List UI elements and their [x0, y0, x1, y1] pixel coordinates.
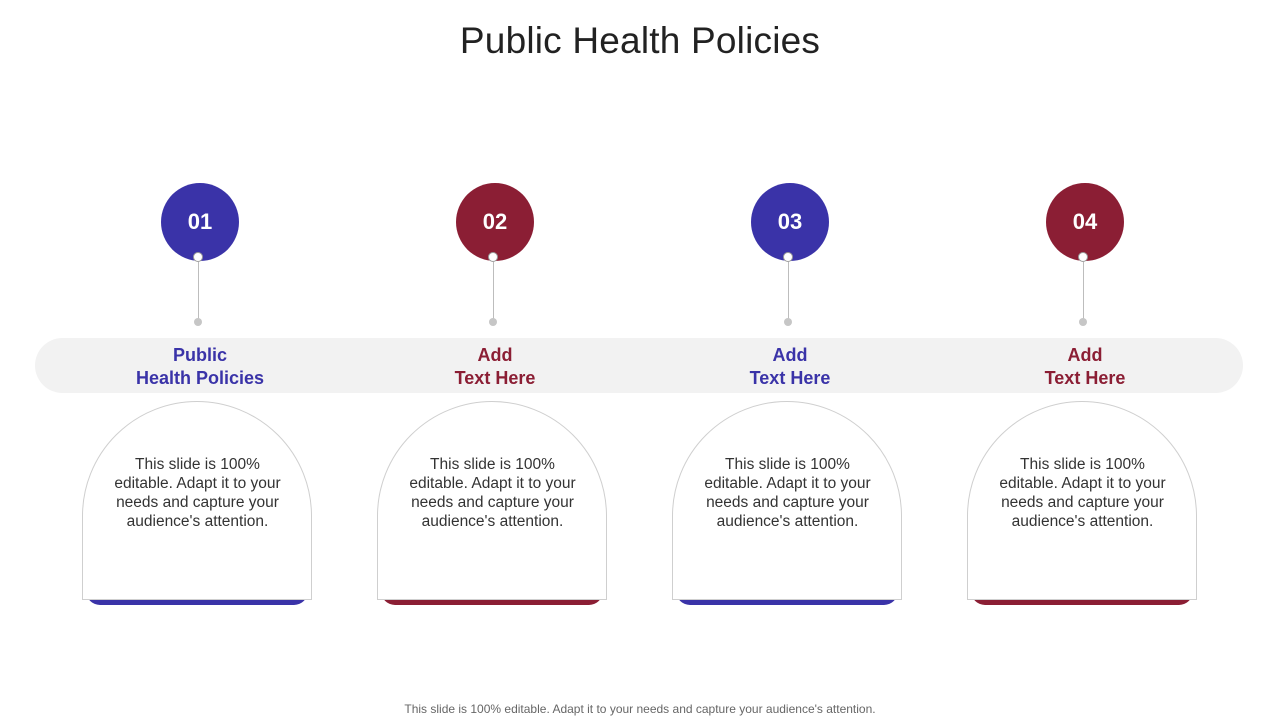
step-label-line2: Text Here [749, 368, 831, 388]
step-column-3: 03 Add Text Here This slide is 100% edit… [670, 0, 910, 720]
connector-dot [194, 318, 202, 326]
step-column-4: 04 Add Text Here This slide is 100% edit… [965, 0, 1205, 720]
step-label: Add Text Here [670, 344, 910, 390]
step-number-badge: 04 [1046, 183, 1124, 261]
connector-dot [1079, 318, 1087, 326]
card-text: This slide is 100% editable. Adapt it to… [409, 456, 576, 530]
connector-ring [1078, 252, 1088, 262]
connector-line [197, 262, 199, 320]
label-band [35, 338, 1243, 393]
step-label-line2: Text Here [454, 368, 536, 388]
step-label-line1: Add [772, 345, 808, 365]
step-label-line1: Add [1067, 345, 1103, 365]
step-column-1: 01 Public Health Policies This slide is … [80, 0, 320, 720]
step-number-badge: 01 [161, 183, 239, 261]
page-title: Public Health Policies [459, 20, 821, 61]
connector-line [492, 262, 494, 320]
step-number-badge: 03 [751, 183, 829, 261]
step-label-line1: Public [172, 345, 227, 365]
text-card [672, 401, 902, 600]
card-text: This slide is 100% editable. Adapt it to… [114, 456, 281, 530]
connector-dot [489, 318, 497, 326]
step-label: Public Health Policies [80, 344, 320, 390]
text-card [377, 401, 607, 600]
connector-dot [784, 318, 792, 326]
connector-ring [488, 252, 498, 262]
connector-line [1082, 262, 1084, 320]
card-text: This slide is 100% editable. Adapt it to… [704, 456, 871, 530]
step-number-badge: 02 [456, 183, 534, 261]
step-label-line1: Add [477, 345, 513, 365]
step-label-line2: Text Here [1044, 368, 1126, 388]
step-label-line2: Health Policies [135, 368, 265, 388]
step-label: Add Text Here [965, 344, 1205, 390]
text-card [967, 401, 1197, 600]
connector-ring [783, 252, 793, 262]
step-label: Add Text Here [375, 344, 615, 390]
footer-note: This slide is 100% editable. Adapt it to… [404, 702, 876, 716]
connector-line [787, 262, 789, 320]
step-column-2: 02 Add Text Here This slide is 100% edit… [375, 0, 615, 720]
card-text: This slide is 100% editable. Adapt it to… [999, 456, 1166, 530]
connector-ring [193, 252, 203, 262]
